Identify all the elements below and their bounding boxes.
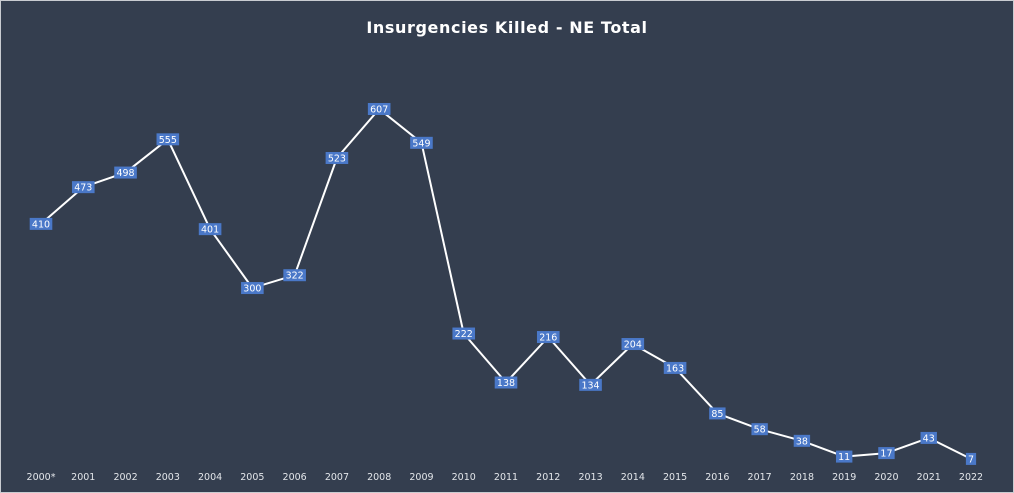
data-label-background (29, 217, 53, 230)
data-label: 222 (455, 329, 473, 340)
data-label-background (241, 282, 264, 295)
data-label: 43 (923, 433, 935, 444)
x-tick-label: 2004 (198, 472, 222, 483)
data-label: 11 (838, 452, 850, 463)
x-tick-label: 2021 (917, 472, 941, 483)
data-label-background (878, 447, 895, 460)
data-label-background (198, 223, 222, 236)
data-label-background (920, 431, 937, 444)
x-tick-label: 2012 (536, 472, 560, 483)
data-label: 498 (116, 168, 134, 179)
x-tick-label: 2009 (409, 472, 433, 483)
x-tick-label: 2017 (748, 472, 772, 483)
data-label: 555 (159, 135, 177, 146)
x-tick-label: 2013 (578, 472, 602, 483)
data-label-background (965, 452, 977, 465)
series-line (40, 108, 972, 460)
x-tick-label: 2015 (663, 472, 687, 483)
x-tick-label: 2011 (494, 472, 518, 483)
data-label-background (536, 331, 560, 344)
data-label-background (367, 103, 391, 115)
data-label-background (621, 338, 645, 351)
data-label: 38 (796, 436, 808, 447)
data-label: 410 (32, 219, 50, 230)
data-label: 322 (286, 271, 304, 282)
data-label-background (283, 269, 306, 282)
data-label: 134 (581, 380, 599, 391)
data-label-background (494, 376, 518, 389)
data-label: 300 (243, 284, 261, 295)
data-label-background (709, 407, 726, 420)
data-label-background (835, 450, 853, 463)
data-label: 85 (711, 409, 723, 420)
x-tick-label: 2019 (832, 472, 856, 483)
data-label: 17 (880, 449, 892, 460)
data-label: 7 (968, 454, 974, 465)
data-label-background (71, 181, 95, 194)
data-label-background (114, 166, 137, 179)
x-tick-label: 2020 (874, 472, 898, 483)
data-label: 138 (497, 378, 515, 389)
data-label: 204 (624, 340, 642, 351)
data-label-background (410, 136, 433, 149)
data-label: 401 (201, 225, 219, 236)
chart-title: Insurgencies Killed - NE Total (366, 18, 648, 37)
x-tick-label: 2008 (367, 472, 391, 483)
data-label: 607 (370, 105, 388, 116)
data-label: 216 (539, 333, 557, 344)
data-label-background (325, 151, 349, 164)
data-label: 58 (754, 425, 766, 436)
x-tick-label: 2000* (27, 472, 56, 483)
x-tick-label: 2006 (283, 472, 307, 483)
data-label: 523 (328, 153, 346, 164)
x-tick-label: 2001 (71, 472, 95, 483)
data-label: 163 (666, 363, 684, 374)
x-tick-label: 2022 (959, 472, 983, 483)
data-label: 549 (412, 138, 430, 149)
x-tick-label: 2002 (113, 472, 137, 483)
data-label-background (663, 361, 687, 374)
x-tick-label: 2014 (621, 472, 645, 483)
x-tick-label: 2018 (790, 472, 814, 483)
x-tick-label: 2003 (156, 472, 180, 483)
x-tick-label: 2005 (240, 472, 264, 483)
data-label-background (156, 133, 180, 146)
data-label-background (579, 378, 602, 391)
data-label-background (452, 327, 476, 340)
data-label-background (793, 434, 811, 447)
data-label: 473 (74, 183, 92, 194)
x-tick-label: 2007 (325, 472, 349, 483)
data-label-background (751, 423, 768, 436)
x-tick-label: 2010 (452, 472, 476, 483)
x-tick-label: 2016 (705, 472, 729, 483)
